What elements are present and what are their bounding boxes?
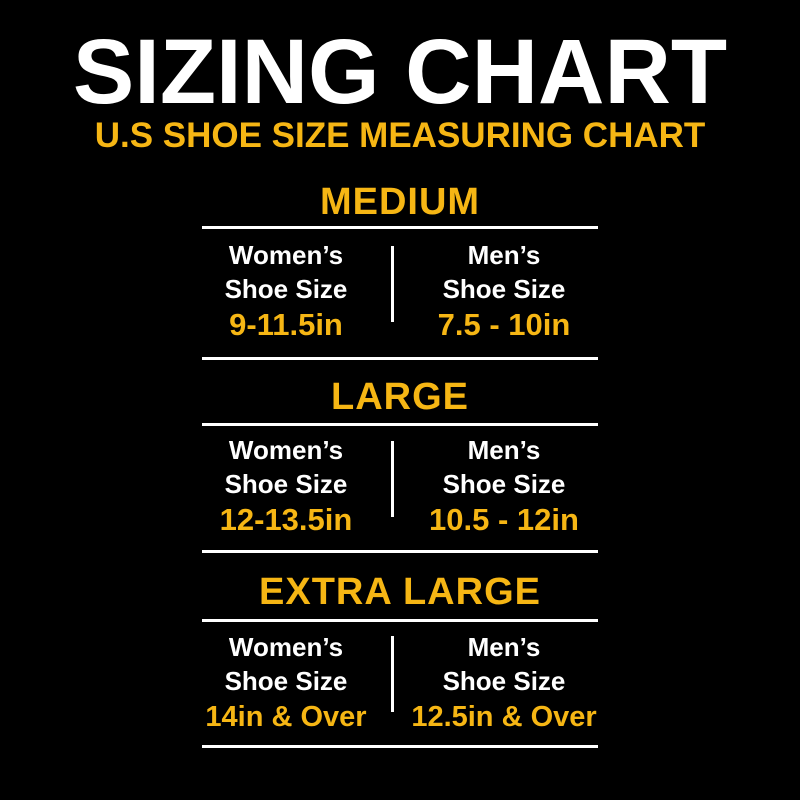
column-divider	[391, 246, 394, 322]
section-extra-large: EXTRA LARGE Women’s Shoe Size 14in & Ove…	[0, 570, 800, 770]
divider	[202, 619, 598, 622]
women-label-2: Shoe Size	[224, 274, 348, 304]
section-title: LARGE	[331, 376, 469, 418]
men-value: 10.5 - 12in	[429, 502, 579, 537]
section-large: LARGE Women’s Shoe Size 12-13.5in Men’s …	[0, 375, 800, 575]
men-size: Men’s Shoe Size 12.5in & Over	[398, 630, 610, 736]
men-value: 12.5in & Over	[411, 701, 597, 733]
divider	[202, 745, 598, 748]
women-value: 14in & Over	[205, 701, 367, 733]
divider	[202, 226, 598, 229]
column-divider	[391, 441, 394, 517]
page-title: SIZING CHART	[72, 21, 728, 123]
men-label-1: Men’s	[467, 435, 541, 465]
section-title: EXTRA LARGE	[259, 571, 541, 613]
men-label-2: Shoe Size	[442, 274, 566, 304]
men-label-1: Men’s	[467, 240, 541, 270]
women-value: 12-13.5in	[219, 502, 353, 537]
men-value: 7.5 - 10in	[437, 307, 571, 342]
men-size: Men’s Shoe Size 7.5 - 10in	[398, 238, 610, 344]
women-size: Women’s Shoe Size 12-13.5in	[184, 433, 388, 539]
women-label-1: Women’s	[228, 435, 344, 465]
men-label-2: Shoe Size	[442, 666, 566, 696]
men-label-1: Men’s	[467, 632, 541, 662]
women-label-1: Women’s	[228, 240, 344, 270]
women-size: Women’s Shoe Size 14in & Over	[184, 630, 388, 736]
women-label-1: Women’s	[228, 632, 344, 662]
section-medium: MEDIUM Women’s Shoe Size 9-11.5in Men’s …	[0, 180, 800, 380]
men-label-2: Shoe Size	[442, 469, 566, 499]
women-value: 9-11.5in	[229, 307, 343, 342]
women-label-2: Shoe Size	[224, 666, 348, 696]
men-size: Men’s Shoe Size 10.5 - 12in	[398, 433, 610, 539]
subtitle: U.S SHOE SIZE MEASURING CHART	[94, 116, 706, 155]
divider	[202, 550, 598, 553]
women-label-2: Shoe Size	[224, 469, 348, 499]
section-title: MEDIUM	[319, 181, 481, 223]
women-size: Women’s Shoe Size 9-11.5in	[184, 238, 388, 344]
divider	[202, 357, 598, 360]
column-divider	[391, 636, 394, 712]
divider	[202, 423, 598, 426]
